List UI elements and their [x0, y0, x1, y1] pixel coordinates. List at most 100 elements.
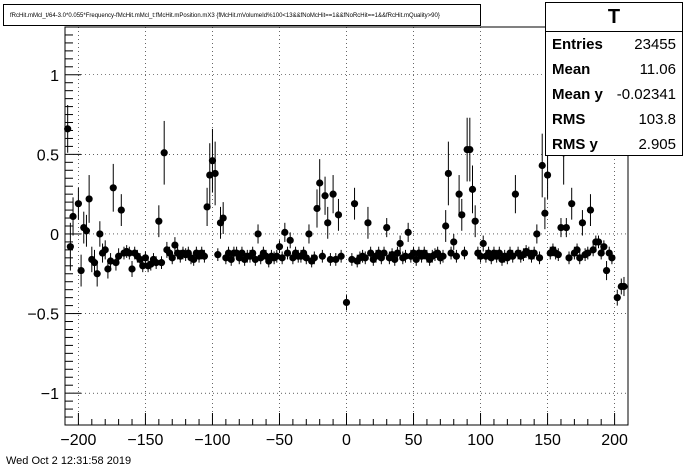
timestamp: Wed Oct 2 12:31:58 2019 [6, 455, 132, 467]
data-point [90, 259, 99, 267]
data-point [318, 252, 326, 260]
stats-row-entries: Entries 23455 [546, 32, 682, 57]
stats-row-rms-y: RMS y 2.905 [546, 132, 682, 157]
data-point [450, 238, 458, 246]
data-point [367, 249, 375, 257]
data-point [117, 206, 125, 214]
data-point [404, 228, 412, 236]
data-point [401, 252, 410, 260]
data-point [278, 254, 286, 262]
data-point [535, 254, 544, 262]
x-tick-labels: −200 −150 −100 −50 0 50 100 150 200 [60, 432, 628, 449]
data-point [82, 227, 91, 235]
data-point [584, 249, 592, 257]
data-point [171, 241, 179, 249]
stats-row-mean-y: Mean y -0.02341 [546, 82, 682, 107]
data-point [600, 243, 608, 251]
data-point [203, 203, 211, 211]
stats-value: 2.905 [638, 136, 676, 153]
data-point [224, 249, 233, 257]
data-point [471, 217, 479, 225]
data-point [302, 254, 310, 262]
data-point [380, 249, 388, 257]
data-point [538, 161, 546, 170]
data-point [254, 230, 262, 238]
data-point [565, 254, 573, 262]
data-point [391, 255, 399, 264]
data-point [115, 252, 123, 260]
data-point [208, 157, 217, 165]
data-point [452, 252, 461, 260]
stats-value: 11.06 [639, 61, 676, 78]
data-point [141, 254, 150, 262]
data-point [554, 251, 562, 259]
axis-ticks [64, 26, 629, 425]
y-tick-label: −0.5 [27, 307, 59, 324]
data-point [533, 230, 541, 238]
data-point [332, 255, 340, 264]
data-point [96, 230, 104, 238]
data-point [85, 195, 93, 203]
data-point [112, 259, 120, 267]
stats-label: Entries [552, 36, 603, 53]
x-tick-label: 150 [534, 432, 561, 449]
stats-row-mean: Mean 11.06 [546, 57, 682, 82]
data-point [286, 236, 294, 244]
data-point [602, 266, 611, 275]
data-point [589, 246, 597, 254]
data-point [168, 254, 176, 262]
data-point [578, 219, 587, 227]
data-point [543, 171, 552, 179]
stats-label: RMS y [552, 136, 598, 153]
x-tick-label: −50 [266, 432, 293, 449]
stats-box: T Entries 23455 Mean 11.06 Mean y -0.023… [545, 2, 683, 156]
data-point [337, 252, 345, 260]
data-point [238, 249, 246, 257]
data-point [444, 169, 452, 178]
data-point [139, 262, 147, 270]
data-point [458, 211, 466, 219]
data-point [442, 222, 450, 230]
data-point [455, 190, 463, 198]
data-point [155, 217, 163, 225]
data-point [275, 243, 284, 251]
stats-value: 23455 [634, 36, 676, 53]
data-point [439, 252, 447, 260]
data-point [69, 212, 77, 221]
data-point [509, 252, 517, 260]
data-point [281, 228, 289, 236]
y-tick-label: 0.5 [37, 147, 59, 164]
data-point [101, 246, 109, 254]
x-tick-label: −150 [127, 432, 163, 449]
data-point [283, 249, 292, 257]
data-point [310, 254, 318, 262]
data-point [211, 169, 219, 178]
data-points [64, 105, 628, 311]
data-point [334, 211, 343, 219]
stats-row-rms: RMS 103.8 [546, 107, 682, 132]
stats-label: Mean [552, 61, 591, 78]
data-point [93, 270, 101, 278]
data-point [219, 214, 227, 222]
y-tick-label: 1 [50, 68, 59, 85]
x-tick-label: 0 [342, 432, 351, 449]
data-point [597, 249, 605, 257]
data-point [573, 246, 581, 254]
data-point [329, 190, 337, 198]
data-point [476, 252, 485, 260]
data-point [620, 282, 628, 291]
data-point [305, 230, 313, 238]
data-point [74, 200, 83, 208]
stats-title: T [546, 3, 682, 32]
stats-label: Mean y [552, 86, 603, 103]
data-point [447, 249, 455, 257]
data-point [396, 239, 404, 248]
y-tick-label: 0 [50, 227, 59, 244]
data-point [313, 204, 321, 213]
data-point [326, 255, 335, 264]
data-point [160, 149, 168, 157]
data-point [511, 190, 519, 198]
data-point [227, 255, 235, 264]
plot-frame [64, 26, 629, 426]
data-point [316, 179, 324, 187]
